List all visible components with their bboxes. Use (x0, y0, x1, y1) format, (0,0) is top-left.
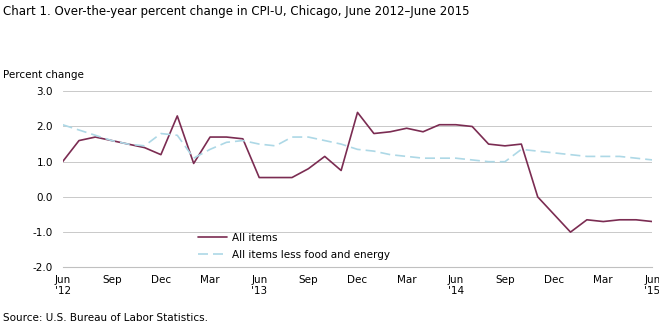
All items (75, 139, 83, 142)
Text: Source: U.S. Bureau of Labor Statistics.: Source: U.S. Bureau of Labor Statistics. (3, 313, 208, 323)
All items less food and energy (370, 149, 378, 153)
All items (255, 176, 263, 180)
All items less food and energy (206, 147, 214, 151)
All items (190, 161, 198, 165)
All items less food and energy (419, 156, 427, 160)
All items (534, 195, 542, 199)
All items less food and energy (616, 155, 623, 158)
All items less food and energy (648, 158, 656, 162)
All items less food and energy (223, 141, 231, 144)
All items less food and energy (567, 153, 575, 156)
All items (321, 155, 329, 158)
All items (616, 218, 623, 222)
All items less food and energy (337, 142, 345, 146)
All items less food and energy (272, 144, 279, 148)
All items less food and energy (452, 156, 460, 160)
All items (599, 220, 607, 224)
All items (567, 230, 575, 234)
All items less food and energy (386, 153, 394, 156)
All items less food and energy (403, 155, 411, 158)
All items less food and energy (436, 156, 444, 160)
All items less food and energy (59, 123, 67, 127)
Text: Chart 1. Over-the-year percent change in CPI-U, Chicago, June 2012–June 2015: Chart 1. Over-the-year percent change in… (3, 5, 470, 18)
All items (550, 213, 558, 216)
All items (288, 176, 296, 180)
All items (108, 139, 116, 142)
All items (223, 135, 231, 139)
All items less food and energy (583, 155, 591, 158)
All items less food and energy (517, 147, 525, 151)
All items (517, 142, 525, 146)
All items less food and energy (632, 156, 640, 160)
All items (436, 123, 444, 127)
All items (469, 125, 476, 128)
All items (583, 218, 591, 222)
All items (353, 111, 361, 114)
All items (124, 142, 132, 146)
All items (157, 153, 165, 156)
All items (206, 135, 214, 139)
All items less food and energy (534, 149, 542, 153)
All items (173, 114, 181, 118)
All items (648, 220, 656, 224)
All items (452, 123, 460, 127)
All items (140, 146, 148, 150)
All items less food and energy (469, 158, 476, 162)
All items less food and energy (321, 139, 329, 142)
All items less food and energy (140, 144, 148, 148)
All items less food and energy (108, 139, 116, 142)
All items (337, 169, 345, 172)
All items less food and energy (124, 142, 132, 146)
Text: Percent change: Percent change (3, 70, 84, 80)
All items (59, 160, 67, 164)
All items (92, 135, 100, 139)
All items less food and energy (157, 132, 165, 136)
All items less food and energy (501, 160, 509, 164)
All items less food and energy (550, 151, 558, 155)
All items (304, 167, 312, 171)
All items (632, 218, 640, 222)
All items less food and energy (484, 160, 492, 164)
All items (501, 144, 509, 148)
All items less food and energy (255, 142, 263, 146)
All items (239, 137, 246, 141)
All items less food and energy (304, 135, 312, 139)
All items less food and energy (239, 139, 246, 142)
All items less food and energy (353, 147, 361, 151)
All items (419, 130, 427, 134)
All items less food and energy (75, 128, 83, 132)
All items less food and energy (92, 133, 100, 137)
All items less food and energy (190, 156, 198, 160)
Line: All items less food and energy: All items less food and energy (63, 125, 652, 162)
All items (370, 132, 378, 136)
All items (272, 176, 279, 180)
Line: All items: All items (63, 112, 652, 232)
All items (386, 130, 394, 134)
All items less food and energy (173, 133, 181, 137)
All items (484, 142, 492, 146)
All items less food and energy (599, 155, 607, 158)
All items less food and energy (288, 135, 296, 139)
Legend: All items, All items less food and energy: All items, All items less food and energ… (198, 233, 390, 260)
All items (403, 126, 411, 130)
